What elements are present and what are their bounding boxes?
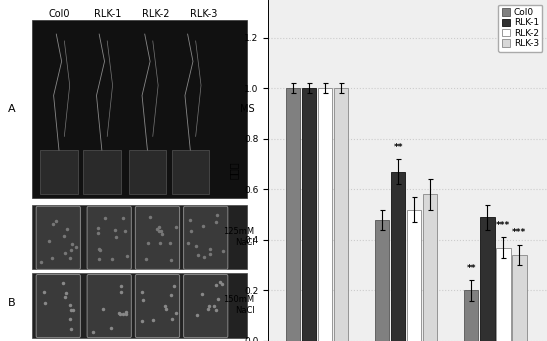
FancyBboxPatch shape [36,206,80,269]
Bar [423,194,438,341]
Bar [32,205,247,269]
Bar [318,88,332,341]
Text: A: A [8,104,16,114]
Bar [512,255,527,341]
Text: **: ** [393,143,403,151]
FancyBboxPatch shape [135,275,179,338]
Legend: Col0, RLK-1, RLK-2, RLK-3: Col0, RLK-1, RLK-2, RLK-3 [498,4,543,52]
Text: B: B [8,298,16,309]
FancyBboxPatch shape [184,206,228,269]
FancyBboxPatch shape [184,275,228,338]
Bar [496,248,510,341]
Bar [129,150,166,194]
Bar [172,150,209,194]
Text: **: ** [467,264,476,273]
FancyBboxPatch shape [87,206,131,269]
Bar [375,220,389,341]
Bar [302,88,316,341]
Text: RLK-3: RLK-3 [190,9,217,18]
Bar [464,291,479,341]
Text: Col0: Col0 [48,9,69,18]
Bar [32,20,247,198]
Text: 150mM
NaCl: 150mM NaCl [224,296,254,315]
Bar [334,88,348,341]
FancyBboxPatch shape [135,206,179,269]
Text: RLK-1: RLK-1 [94,9,121,18]
FancyBboxPatch shape [36,275,80,338]
Text: MS: MS [240,104,254,114]
Text: RLK-2: RLK-2 [142,9,169,18]
Text: 125mM
NaCl: 125mM NaCl [224,227,254,247]
Y-axis label: 存活率: 存活率 [229,162,238,179]
Bar [286,88,300,341]
Text: ***: *** [496,221,510,230]
Bar [407,210,421,341]
Bar [391,172,405,341]
FancyBboxPatch shape [87,275,131,338]
Bar [480,217,494,341]
Text: ***: *** [512,228,527,237]
Bar [32,273,247,338]
Bar [40,150,78,194]
Bar [83,150,120,194]
